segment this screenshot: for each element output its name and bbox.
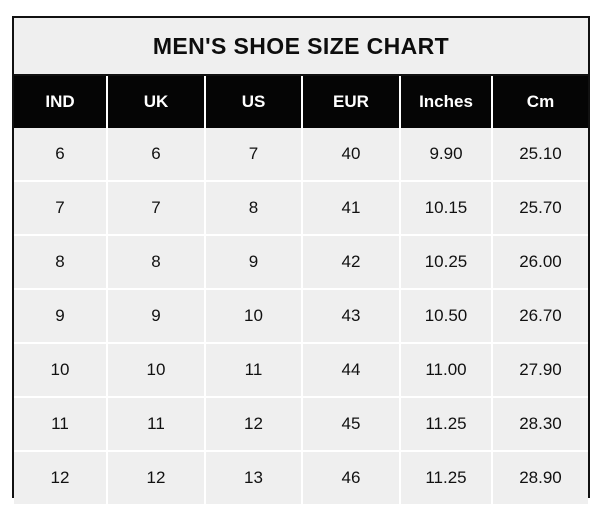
cell-eur: 45 xyxy=(302,397,401,452)
table-row: 9 9 10 43 10.50 26.70 xyxy=(14,289,588,344)
column-header-uk: UK xyxy=(107,76,206,128)
cell-ind: 11 xyxy=(14,397,108,452)
cell-inches: 11.25 xyxy=(400,397,493,452)
column-header-inches: Inches xyxy=(400,76,493,128)
cell-ind: 9 xyxy=(14,289,108,344)
cell-us: 12 xyxy=(205,397,303,452)
cell-ind: 8 xyxy=(14,235,108,290)
cell-uk: 12 xyxy=(107,451,206,504)
cell-inches: 11.00 xyxy=(400,343,493,398)
cell-us: 11 xyxy=(205,343,303,398)
cell-uk: 6 xyxy=(107,128,206,182)
cell-eur: 43 xyxy=(302,289,401,344)
cell-uk: 7 xyxy=(107,181,206,236)
cell-uk: 9 xyxy=(107,289,206,344)
shoe-size-table: IND UK US EUR Inches Cm 6 6 7 40 9.90 25… xyxy=(14,76,588,504)
cell-uk: 8 xyxy=(107,235,206,290)
table-header-row: IND UK US EUR Inches Cm xyxy=(14,76,588,128)
cell-inches: 10.50 xyxy=(400,289,493,344)
page-title: MEN'S SHOE SIZE CHART xyxy=(152,32,450,59)
table-row: 6 6 7 40 9.90 25.10 xyxy=(14,128,588,182)
table-header: IND UK US EUR Inches Cm xyxy=(14,76,588,128)
cell-eur: 41 xyxy=(302,181,401,236)
cell-uk: 10 xyxy=(107,343,206,398)
column-header-ind: IND xyxy=(14,76,108,128)
cell-inches: 10.25 xyxy=(400,235,493,290)
chart-title-band: MEN'S SHOE SIZE CHART xyxy=(14,18,588,76)
cell-inches: 11.25 xyxy=(400,451,493,504)
cell-uk: 11 xyxy=(107,397,206,452)
cell-eur: 42 xyxy=(302,235,401,290)
cell-ind: 7 xyxy=(14,181,108,236)
table-row: 12 12 13 46 11.25 28.90 xyxy=(14,451,588,504)
table-row: 7 7 8 41 10.15 25.70 xyxy=(14,181,588,236)
cell-cm: 25.10 xyxy=(492,128,588,182)
table-body: 6 6 7 40 9.90 25.10 7 7 8 41 10.15 25.70… xyxy=(14,128,588,504)
size-chart-container: MEN'S SHOE SIZE CHART IND UK US EUR Inch… xyxy=(12,16,590,504)
cell-eur: 46 xyxy=(302,451,401,504)
cell-inches: 10.15 xyxy=(400,181,493,236)
column-header-cm: Cm xyxy=(492,76,588,128)
column-header-eur: EUR xyxy=(302,76,401,128)
cell-cm: 27.90 xyxy=(492,343,588,398)
cell-eur: 40 xyxy=(302,128,401,182)
cell-inches: 9.90 xyxy=(400,128,493,182)
table-row: 10 10 11 44 11.00 27.90 xyxy=(14,343,588,398)
cell-eur: 44 xyxy=(302,343,401,398)
cell-ind: 10 xyxy=(14,343,108,398)
cell-cm: 28.90 xyxy=(492,451,588,504)
cell-cm: 26.00 xyxy=(492,235,588,290)
cell-ind: 6 xyxy=(14,128,108,182)
cell-us: 13 xyxy=(205,451,303,504)
table-row: 8 8 9 42 10.25 26.00 xyxy=(14,235,588,290)
cell-us: 8 xyxy=(205,181,303,236)
cell-us: 10 xyxy=(205,289,303,344)
column-header-us: US xyxy=(205,76,303,128)
table-row: 11 11 12 45 11.25 28.30 xyxy=(14,397,588,452)
cell-cm: 28.30 xyxy=(492,397,588,452)
cell-cm: 25.70 xyxy=(492,181,588,236)
cell-ind: 12 xyxy=(14,451,108,504)
cell-us: 9 xyxy=(205,235,303,290)
cell-cm: 26.70 xyxy=(492,289,588,344)
cell-us: 7 xyxy=(205,128,303,182)
